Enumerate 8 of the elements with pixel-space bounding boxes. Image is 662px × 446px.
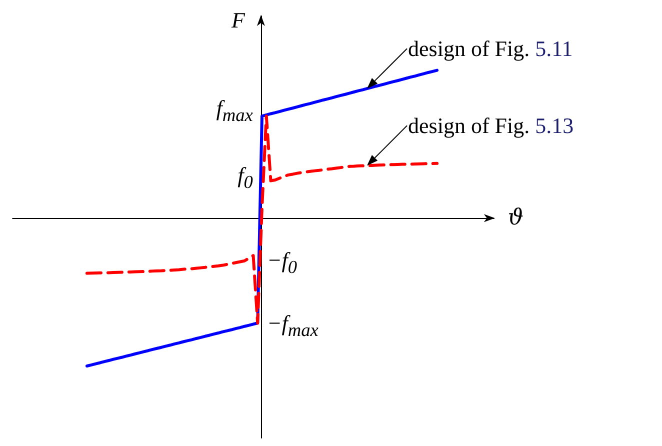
annotation: −f$_{max}$ xyxy=(266,310,318,340)
series-label: design of Fig. 5.11 xyxy=(408,36,573,60)
y-axis-title: F xyxy=(230,8,246,32)
annotation: f$_{0}$ xyxy=(238,162,253,192)
x-axis-title: ϑ xyxy=(508,206,524,231)
annotation: −f$_{0}$ xyxy=(266,248,298,278)
series-label: design of Fig. 5.13 xyxy=(408,112,574,138)
annotation: f$_{max}$ xyxy=(216,96,253,126)
